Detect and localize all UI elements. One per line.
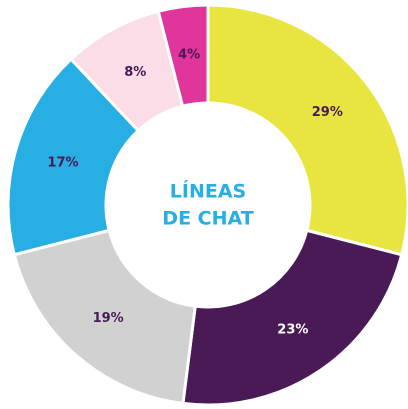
slices bbox=[6, 3, 408, 407]
slice-label: 19% bbox=[93, 311, 124, 326]
slice-label: 17% bbox=[47, 155, 78, 170]
slice-label: 8% bbox=[124, 65, 146, 80]
center-title: LÍNEAS bbox=[170, 180, 246, 203]
donut-slice bbox=[181, 228, 404, 407]
donut-slice bbox=[156, 3, 210, 109]
slice-label: 29% bbox=[312, 105, 343, 120]
center-title: DE CHAT bbox=[162, 208, 253, 230]
labels: 29% 23% 19% 17% 8% 4% bbox=[47, 48, 342, 338]
donut-slice bbox=[12, 228, 197, 406]
slice-label: 4% bbox=[178, 48, 200, 63]
slice-label: 23% bbox=[277, 322, 308, 337]
donut-slice bbox=[6, 57, 141, 257]
donut-slice bbox=[206, 3, 408, 257]
